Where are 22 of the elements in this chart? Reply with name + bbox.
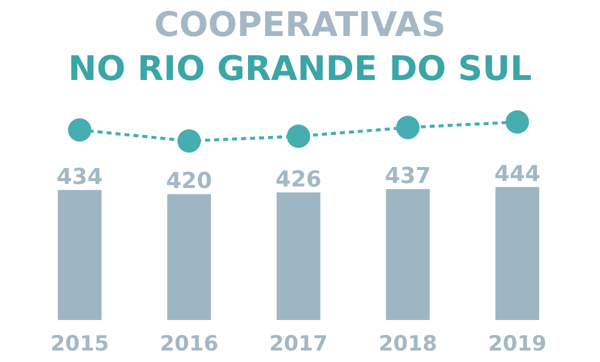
data-label: 434 bbox=[56, 164, 103, 190]
x-tick-label: 2018 bbox=[378, 331, 438, 356]
point bbox=[68, 118, 92, 142]
bar bbox=[167, 194, 211, 320]
data-label: 437 bbox=[384, 164, 431, 190]
data-label: 444 bbox=[494, 162, 540, 187]
x-tick-label: 2016 bbox=[160, 331, 218, 356]
x-tick-label: 2019 bbox=[488, 331, 547, 356]
bar bbox=[386, 189, 430, 320]
bar bbox=[495, 187, 540, 320]
data-label: 420 bbox=[166, 169, 212, 194]
point bbox=[506, 110, 529, 134]
point bbox=[396, 116, 420, 140]
data-label: 426 bbox=[276, 167, 322, 192]
x-tick-label: 2015 bbox=[50, 331, 109, 356]
chart-title: COOPERATIVAS bbox=[154, 5, 446, 45]
point bbox=[286, 124, 310, 148]
chart-subtitle: NO RIO GRANDE DO SUL bbox=[68, 49, 532, 89]
point bbox=[177, 129, 201, 153]
bar bbox=[276, 192, 320, 320]
bar bbox=[58, 190, 102, 320]
x-tick-label: 2017 bbox=[269, 331, 328, 356]
